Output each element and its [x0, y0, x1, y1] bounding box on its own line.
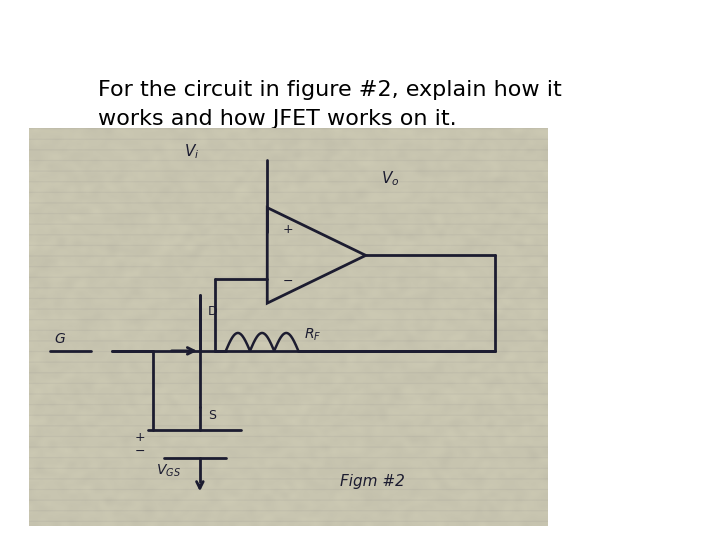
Text: D: D — [207, 305, 217, 318]
Text: $R_F$: $R_F$ — [304, 327, 321, 343]
Text: For the circuit in figure #2, explain how it: For the circuit in figure #2, explain ho… — [99, 80, 562, 100]
Text: Figm #2: Figm #2 — [340, 474, 405, 489]
Text: −: − — [283, 275, 293, 288]
Text: +: + — [135, 431, 145, 444]
Text: −: − — [135, 445, 145, 458]
Text: +: + — [283, 223, 293, 236]
Text: G: G — [55, 332, 66, 346]
Text: works and how JFET works on it.: works and how JFET works on it. — [99, 110, 457, 130]
Text: S: S — [207, 409, 216, 421]
Text: $V_i$: $V_i$ — [184, 142, 199, 161]
Text: $V_{GS}$: $V_{GS}$ — [156, 462, 181, 479]
Text: $V_o$: $V_o$ — [382, 170, 400, 189]
